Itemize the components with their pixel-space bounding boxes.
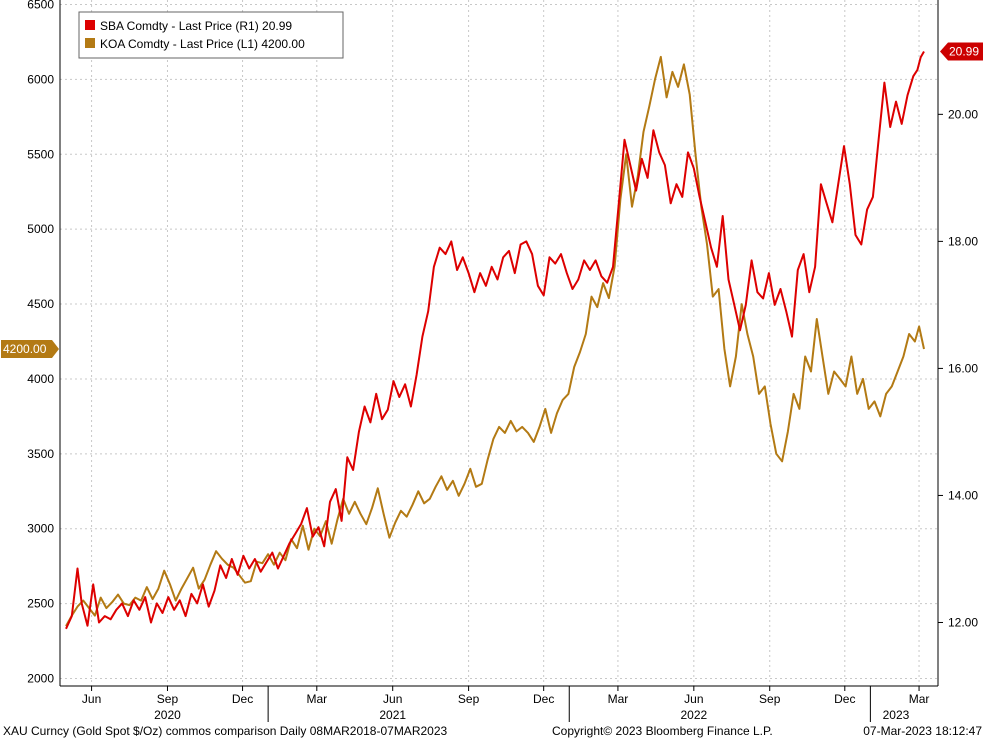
right-tick-18.00: 18.00 (948, 234, 978, 248)
footer-left: XAU Curncy (Gold Spot $/Oz) commos compa… (3, 724, 448, 738)
left-tick-5000: 5000 (27, 222, 54, 236)
series-line-sba (65, 50, 925, 630)
last-value-tag-koa-text: 4200.00 (3, 342, 47, 356)
last-value-tag-sba: 20.99 (940, 42, 983, 61)
month-tick-0: Jun (82, 692, 101, 706)
legend-swatch-sba (85, 20, 95, 30)
last-value-tag-koa-shape (1, 339, 59, 358)
month-tick-3: Mar (306, 692, 327, 706)
left-tick-6500: 6500 (27, 0, 54, 11)
month-tick-8: Jun (684, 692, 703, 706)
month-tick-10: Dec (834, 692, 855, 706)
footer-timestamp: 07-Mar-2023 18:12:47 (863, 724, 982, 738)
left-tick-3500: 3500 (27, 447, 54, 461)
series-line-koa (65, 55, 925, 627)
legend-box (78, 11, 344, 59)
last-value-tag-sba-shape (940, 42, 983, 61)
year-label-2021: 2021 (379, 708, 406, 722)
left-tick-2500: 2500 (27, 597, 54, 611)
right-tick-16.00: 16.00 (948, 361, 978, 375)
month-tick-7: Mar (608, 692, 629, 706)
month-tick-5: Sep (458, 692, 480, 706)
month-tick-11: Mar (909, 692, 930, 706)
series-lines (65, 50, 925, 630)
month-tick-9: Sep (759, 692, 781, 706)
right-tick-20.00: 20.00 (948, 107, 978, 121)
year-label-2022: 2022 (680, 708, 707, 722)
left-tick-6000: 6000 (27, 72, 54, 86)
month-tick-4: Jun (383, 692, 402, 706)
left-tick-3000: 3000 (27, 522, 54, 536)
axes (59, 0, 943, 722)
legend: SBA Comdty - Last Price (R1) 20.99 KOA C… (78, 11, 344, 59)
footer: XAU Curncy (Gold Spot $/Oz) commos compa… (3, 724, 982, 738)
grid-lines (60, 0, 938, 686)
legend-swatch-koa (85, 38, 95, 48)
legend-label-koa: KOA Comdty - Last Price (L1) 4200.00 (100, 37, 305, 51)
left-tick-4000: 4000 (27, 372, 54, 386)
footer-copyright: Copyright© 2023 Bloomberg Finance L.P. (552, 724, 773, 738)
month-tick-6: Dec (533, 692, 554, 706)
last-value-tag-koa: 4200.00 (1, 339, 59, 358)
right-tick-12.00: 12.00 (948, 615, 978, 629)
right-tick-14.00: 14.00 (948, 488, 978, 502)
month-tick-1: Sep (157, 692, 179, 706)
last-value-tag-sba-text: 20.99 (949, 44, 979, 58)
left-tick-5500: 5500 (27, 147, 54, 161)
left-tick-4500: 4500 (27, 297, 54, 311)
year-label-2023: 2023 (883, 708, 910, 722)
month-tick-2: Dec (232, 692, 253, 706)
left-tick-2000: 2000 (27, 672, 54, 686)
tick-labels: 2000 2500 3000 3500 4000 4500 5000 5500 6000 6500… (27, 0, 978, 722)
year-label-2020: 2020 (154, 708, 181, 722)
legend-label-sba: SBA Comdty - Last Price (R1) 20.99 (100, 19, 292, 33)
